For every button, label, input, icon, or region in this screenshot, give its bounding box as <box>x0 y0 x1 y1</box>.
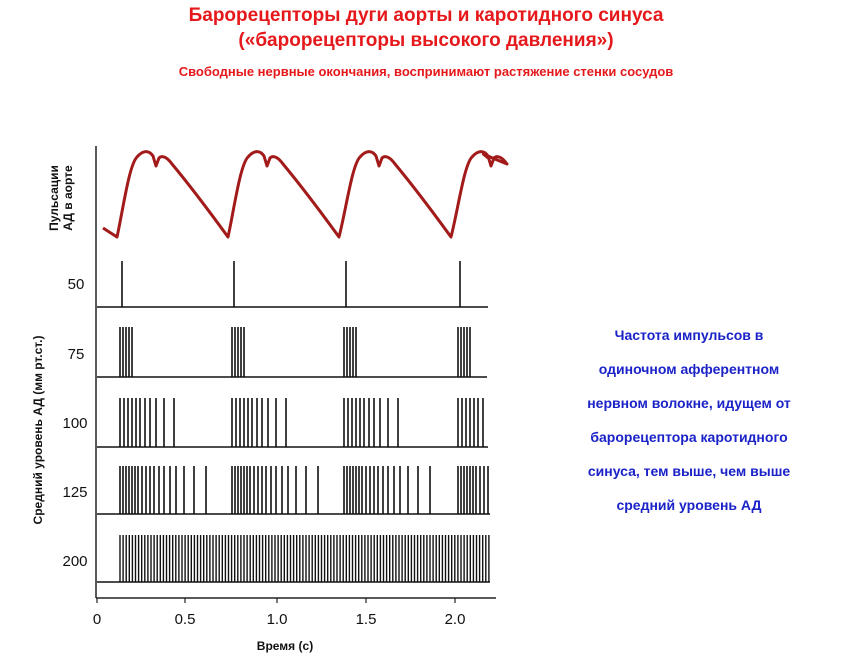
description-line: одиночном афферентном <box>598 361 780 377</box>
pulse-label-line2: АД в аорте <box>61 165 75 231</box>
page-subtitle: Свободные нервные окончания, воспринимаю… <box>178 64 674 79</box>
description-text: Частота импульсов в одиночном афферентно… <box>524 318 852 522</box>
description-line: средний уровень АД <box>616 497 762 513</box>
page-title-line2: («барорецепторы высокого давления») <box>238 30 614 51</box>
level-label-75: 75 <box>68 346 85 363</box>
x-axis-label: Время (с) <box>257 639 313 653</box>
y-axis-label: Средний уровень АД (мм рт.ст.) <box>31 336 45 525</box>
description-line: синуса, тем выше, чем выше <box>587 463 791 479</box>
x-tick-2-0: 2.0 <box>445 611 466 628</box>
x-tick-1-0: 1.0 <box>267 611 288 628</box>
x-tick-0-5: 0.5 <box>175 611 196 628</box>
level-label-100: 100 <box>62 415 87 432</box>
aortic-pressure-pulse-wave <box>102 150 509 239</box>
description-line: нервном волокне, идущем от <box>587 395 791 411</box>
page-title: Барорецепторы дуги аорты и каротидного с… <box>188 5 664 26</box>
level-label-125: 125 <box>62 484 87 501</box>
description-line: Частота импульсов в <box>614 327 764 343</box>
level-label-200: 200 <box>62 553 87 570</box>
level-label-50: 50 <box>68 276 85 293</box>
pulse-label-line1: Пульсации <box>47 165 61 231</box>
description-line: барорецептора каротидного <box>590 429 788 445</box>
x-tick-0: 0 <box>93 611 101 628</box>
x-tick-1-5: 1.5 <box>356 611 377 628</box>
